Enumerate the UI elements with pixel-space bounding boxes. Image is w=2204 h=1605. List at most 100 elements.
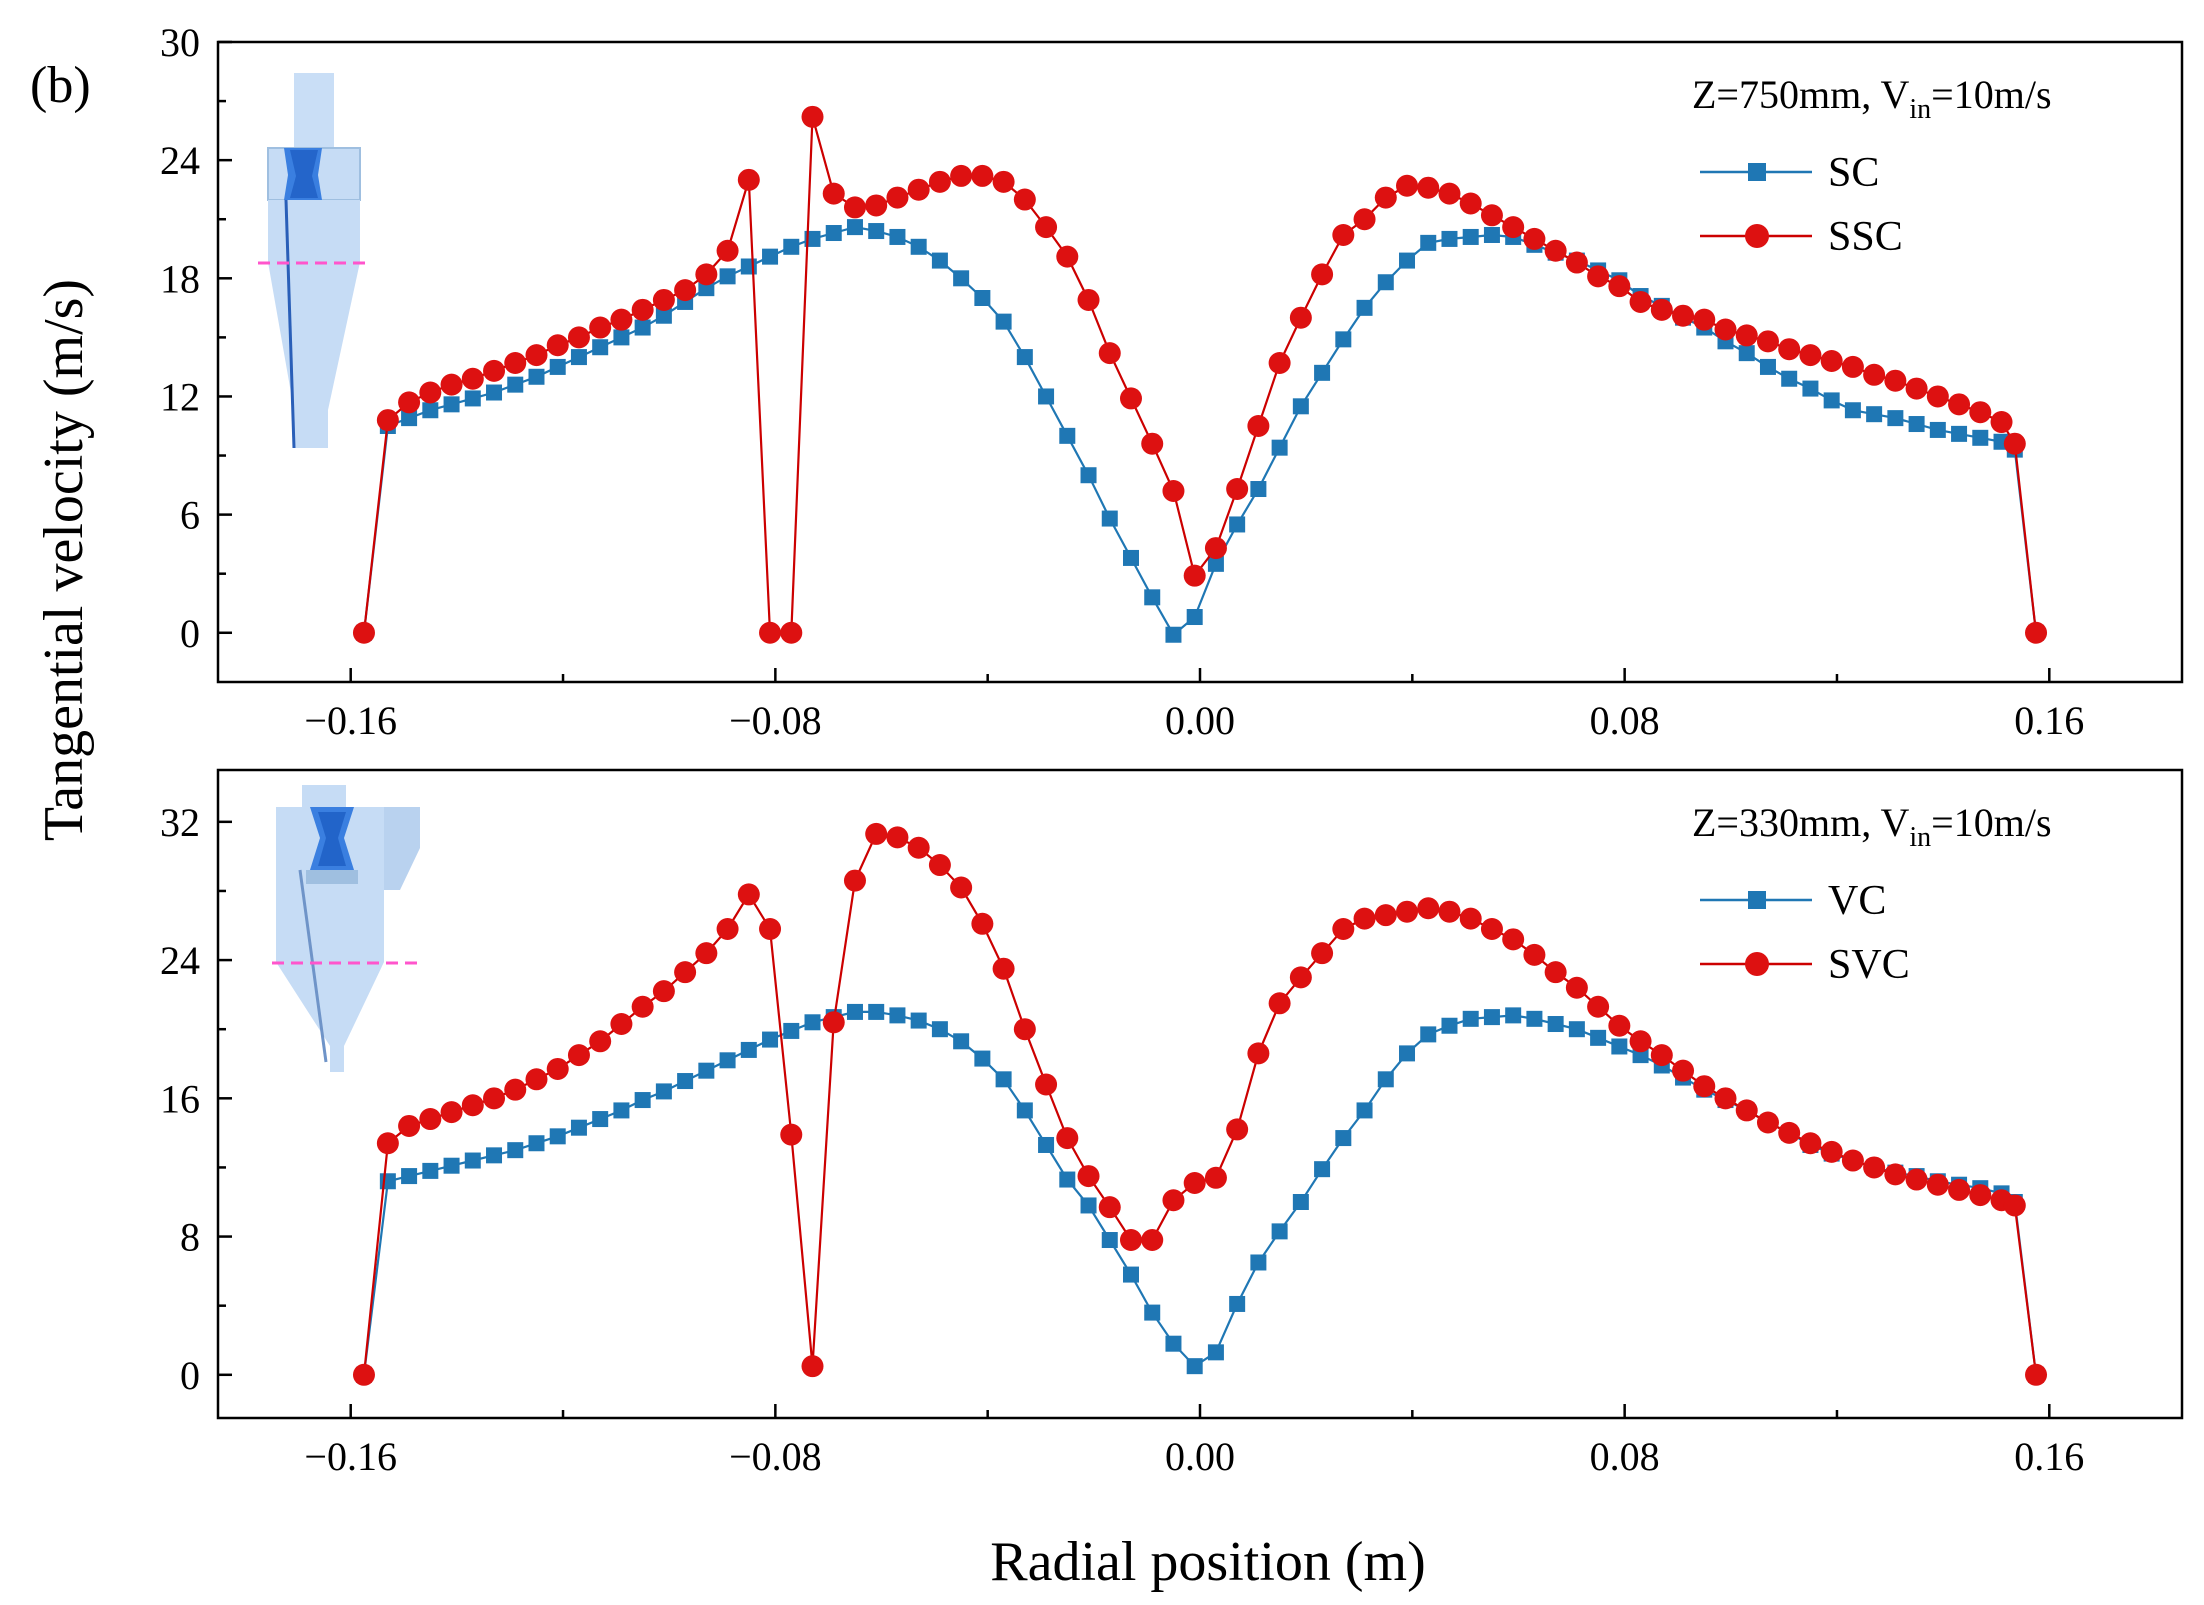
data-point-sc (1356, 299, 1373, 316)
legend-label: SSC (1828, 214, 1903, 260)
data-point-sc (634, 319, 651, 336)
data-point-sc (1972, 429, 1989, 446)
data-point-ssc (1311, 263, 1334, 286)
data-point-vc (974, 1050, 991, 1067)
data-point-ssc (589, 316, 612, 339)
data-point-sc (1207, 555, 1224, 572)
legend-label: SVC (1828, 942, 1910, 988)
x-tick-label: −0.16 (304, 1434, 397, 1479)
legend-label: SC (1828, 150, 1879, 196)
data-point-ssc (352, 621, 375, 644)
data-point-vc (1080, 1197, 1097, 1214)
data-point-svc (1735, 1099, 1758, 1122)
data-point-ssc (1183, 564, 1206, 587)
data-point-ssc (1693, 308, 1716, 331)
data-point-ssc (674, 279, 697, 302)
data-point-ssc (992, 170, 1015, 193)
data-point-ssc (1353, 208, 1376, 231)
data-point-sc (825, 225, 842, 242)
data-point-ssc (1119, 387, 1142, 410)
data-point-vc (1229, 1295, 1246, 1312)
data-point-svc (1247, 1042, 1270, 1065)
data-point-ssc (1480, 204, 1503, 227)
y-tick-label: 16 (160, 1076, 200, 1121)
data-point-svc (801, 1355, 824, 1378)
data-point-svc (1035, 1073, 1058, 1096)
data-point-sc (762, 248, 779, 265)
y-tick-label: 8 (180, 1215, 200, 1260)
legend-marker (1748, 891, 1766, 909)
data-point-ssc (1438, 182, 1461, 205)
data-point-svc (2003, 1194, 2026, 1217)
data-point-ssc (843, 196, 866, 219)
data-point-vc (634, 1092, 651, 1109)
data-point-svc (1820, 1140, 1843, 1163)
data-point-svc (1672, 1059, 1695, 1082)
data-point-ssc (1948, 393, 1971, 416)
data-point-svc (1013, 1018, 1036, 1041)
data-point-vc (486, 1147, 503, 1164)
condition-annotation: Z=750mm, Vin=10m/s (1692, 72, 2052, 125)
data-point-sc (1441, 230, 1458, 247)
data-point-vc (889, 1007, 906, 1024)
data-point-ssc (1332, 223, 1355, 246)
data-point-sc (783, 238, 800, 255)
data-point-svc (1311, 942, 1334, 965)
x-tick-label: −0.08 (729, 698, 822, 743)
data-point-svc (1332, 917, 1355, 940)
data-point-ssc (567, 326, 590, 349)
data-point-sc (846, 219, 863, 236)
data-point-vc (1059, 1171, 1076, 1188)
data-point-svc (1056, 1127, 1079, 1150)
data-point-ssc (1247, 415, 1270, 437)
data-point-ssc (376, 409, 399, 432)
data-point-svc (567, 1044, 590, 1067)
data-point-svc (1756, 1111, 1779, 1134)
data-point-sc (1335, 331, 1352, 348)
condition-annotation: Z=330mm, Vin=10m/s (1692, 800, 2052, 853)
data-point-sc (464, 390, 481, 407)
data-point-svc (737, 883, 760, 906)
data-point-svc (1374, 904, 1397, 927)
data-point-ssc (440, 373, 463, 396)
data-point-vc (443, 1157, 460, 1174)
data-point-ssc (1608, 275, 1631, 298)
data-point-vc (592, 1111, 609, 1128)
data-point-vc (1314, 1161, 1331, 1178)
data-point-svc (1799, 1132, 1822, 1155)
data-point-vc (1250, 1254, 1267, 1271)
data-point-svc (843, 869, 866, 892)
data-point-ssc (1714, 318, 1737, 341)
data-point-svc (1905, 1168, 1928, 1191)
data-point-ssc (822, 182, 845, 205)
data-point-svc (1204, 1166, 1227, 1189)
data-point-sc (1271, 439, 1288, 456)
data-point-sc (655, 307, 672, 324)
data-point-svc (1650, 1044, 1673, 1067)
data-point-ssc (971, 164, 994, 187)
data-point-ssc (886, 186, 909, 209)
data-point-sc (1229, 516, 1246, 533)
data-point-sc (549, 358, 566, 375)
data-point-ssc (1289, 306, 1312, 329)
data-point-ssc (1587, 265, 1610, 288)
bottom-panel: −0.16 −0.08 0.00 0.08 0.16 0 8 16 24 32 Z=330mm, V… (160, 768, 2184, 1479)
data-point-svc (483, 1087, 506, 1110)
data-point-sc (1144, 589, 1161, 606)
data-point-sc (1781, 370, 1798, 387)
legend-marker (1745, 952, 1769, 976)
data-point-ssc (1035, 216, 1058, 239)
data-point-svc (352, 1363, 375, 1386)
data-point-sc (1866, 406, 1883, 423)
data-point-vc (995, 1071, 1012, 1088)
data-point-svc (1098, 1196, 1121, 1219)
data-point-ssc (1077, 288, 1100, 311)
data-point-sc (1292, 398, 1309, 415)
data-point-sc (1101, 510, 1118, 527)
y-tick-label: 0 (180, 1353, 200, 1398)
data-point-vc (1611, 1038, 1628, 1055)
data-point-svc (992, 957, 1015, 980)
data-point-svc (1480, 917, 1503, 940)
data-point-ssc (928, 170, 951, 193)
